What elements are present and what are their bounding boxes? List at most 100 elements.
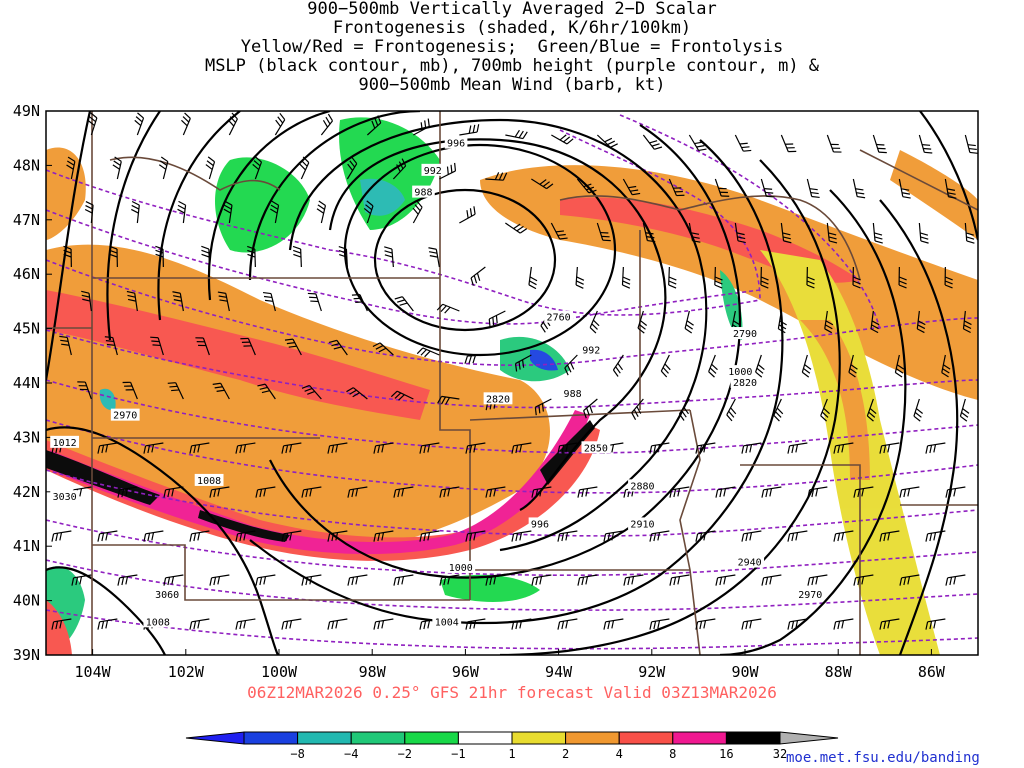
pressure-contour-label: 992	[424, 166, 442, 177]
wind-barb-flag	[355, 488, 359, 497]
wind-barb-flag	[522, 131, 528, 139]
wind-barb-flag	[121, 577, 125, 586]
wind-barb	[353, 387, 368, 400]
wind-barb-flag	[429, 251, 438, 254]
wind-barb-flag	[399, 302, 408, 306]
wind-barb-flag	[318, 200, 326, 206]
contour-label-bg	[143, 615, 173, 628]
wind-barb-flag	[97, 445, 101, 454]
wind-barb-flag	[397, 577, 401, 586]
wind-barb-flag	[874, 240, 883, 244]
wind-barb-flag	[640, 320, 648, 326]
wind-barb-flag	[423, 445, 427, 454]
wind-barb-flag	[473, 620, 477, 629]
wind-barb-flag	[101, 533, 105, 542]
wind-barb-flag	[929, 533, 933, 542]
wind-barb	[622, 178, 633, 195]
wind-barb-flag	[167, 577, 171, 586]
contour-label-bg	[110, 408, 140, 421]
wind-barb-flag	[301, 489, 305, 498]
wind-barb-flag	[59, 532, 63, 541]
wind-barb-flag	[913, 415, 921, 422]
wind-barb-flag	[699, 445, 703, 454]
wind-barb-flag	[224, 200, 233, 206]
contour-label-bg	[735, 555, 765, 568]
wind-barb-flag	[293, 253, 302, 258]
wind-barb-flag	[898, 276, 907, 281]
wind-barb-flag	[719, 577, 723, 586]
wind-barb-flag	[424, 120, 427, 129]
wind-barb-flag	[576, 280, 584, 285]
wind-barb-flag	[105, 340, 114, 343]
colorbar-label: −8	[290, 747, 304, 761]
wind-barb-flag	[967, 144, 976, 147]
wind-barb-flag	[304, 387, 313, 392]
wind-barb-flag	[531, 577, 535, 586]
wind-barb-flag	[654, 146, 663, 150]
wind-barb-flag	[373, 621, 377, 630]
wind-barb-flag	[870, 328, 879, 334]
wind-barb-flag	[761, 489, 765, 498]
height-contour-label: 2970	[798, 590, 822, 601]
wind-barb-flag	[879, 445, 883, 454]
wind-barb	[734, 134, 744, 152]
wind-barb-flag	[565, 444, 569, 453]
wind-barb-flag	[197, 444, 201, 453]
wind-barb-flag	[279, 112, 286, 121]
wind-barb	[467, 530, 486, 535]
wind-barb-flag	[604, 137, 613, 143]
wind-barb	[459, 213, 476, 224]
credit-link[interactable]: moe.met.fsu.edu/banding	[786, 750, 980, 766]
plot-area	[46, 111, 978, 655]
wind-barb-flag	[946, 188, 956, 191]
wind-barb-flag	[733, 320, 741, 326]
wind-barb-flag	[125, 576, 129, 585]
wind-barb	[852, 178, 858, 197]
wind-barb-flag	[398, 394, 405, 401]
wind-barb-flag	[645, 232, 654, 235]
wind-barb	[848, 354, 854, 373]
wind-barb-flag	[565, 620, 569, 629]
frontogenesis-shading	[46, 117, 978, 655]
wind-barb-flag	[255, 156, 262, 163]
wind-barb-flag	[677, 576, 681, 585]
wind-barb-flag	[377, 115, 382, 124]
wind-barb-flag	[765, 191, 774, 194]
wind-barb-flag	[231, 112, 238, 120]
wind-barb	[944, 178, 950, 197]
wind-barb-flag	[351, 489, 355, 498]
wind-barb	[228, 205, 233, 224]
lat-tick-label: 40N	[13, 592, 40, 610]
wind-barb-flag	[833, 533, 837, 542]
wind-barb-flag	[85, 201, 94, 206]
wind-barb-flag	[561, 621, 565, 630]
colorbar-label: −1	[451, 747, 465, 761]
colorbar-segment	[297, 731, 352, 745]
wind-barb-flag	[708, 371, 715, 378]
wind-barb-flag	[333, 346, 342, 350]
wind-barbs	[51, 112, 978, 630]
wind-barb-flag	[473, 275, 478, 284]
height-contour-label: 3030	[53, 492, 77, 503]
wind-barb-flag	[371, 120, 376, 129]
wind-barb-flag	[623, 577, 627, 586]
wind-barb-flag	[622, 280, 631, 285]
wind-barb-flag	[535, 489, 539, 498]
wind-barb-flag	[338, 246, 347, 250]
title-line-1: 900−500mb Vertically Averaged 2−D Scalar	[307, 0, 717, 19]
wind-barb-flag	[898, 280, 907, 285]
wind-barb-flag	[263, 295, 273, 299]
wind-barb-flag	[316, 208, 324, 214]
wind-barb-flag	[820, 415, 827, 422]
wind-barb	[717, 486, 736, 491]
wind-barb-flag	[529, 280, 537, 286]
contour-label-bg	[432, 615, 462, 628]
wind-barb	[579, 486, 598, 491]
lon-tick-label: 94W	[545, 663, 573, 681]
wind-barb	[575, 266, 578, 285]
wind-barb-flag	[719, 489, 723, 498]
wind-barb	[366, 205, 374, 224]
wind-barb	[303, 486, 322, 491]
wind-barb-flag	[101, 621, 105, 630]
